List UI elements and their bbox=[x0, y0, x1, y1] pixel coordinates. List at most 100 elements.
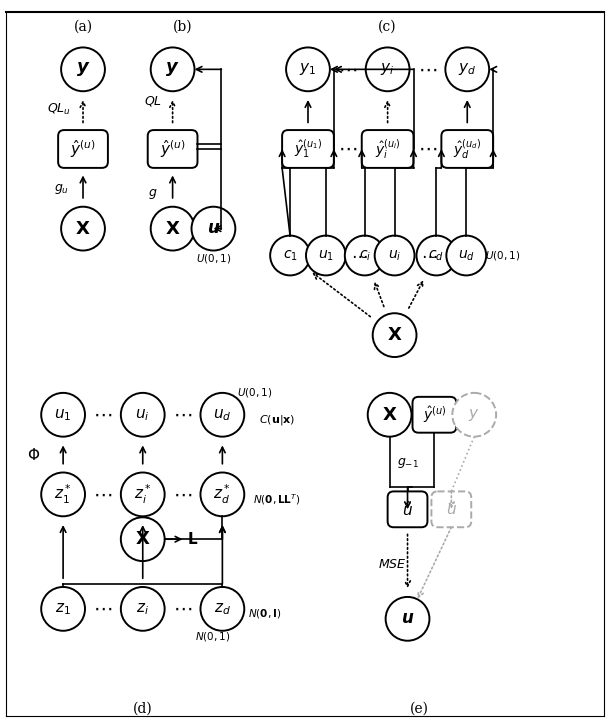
Circle shape bbox=[192, 207, 235, 250]
Text: $\mathbf{X}$: $\mathbf{X}$ bbox=[135, 530, 151, 548]
Circle shape bbox=[373, 313, 417, 357]
Circle shape bbox=[121, 518, 165, 561]
Text: $g$: $g$ bbox=[148, 187, 157, 201]
Text: $\boldsymbol{u}$: $\boldsymbol{u}$ bbox=[401, 611, 414, 627]
Text: (a): (a) bbox=[73, 20, 93, 33]
Text: $MSE$: $MSE$ bbox=[378, 558, 407, 571]
Text: $\cdots$: $\cdots$ bbox=[93, 406, 113, 424]
Text: $\mathbf{L}$: $\mathbf{L}$ bbox=[187, 531, 198, 547]
Circle shape bbox=[375, 235, 415, 275]
Text: $u_d$: $u_d$ bbox=[213, 407, 232, 423]
Text: $z_1$: $z_1$ bbox=[56, 601, 71, 616]
Text: $z_i$: $z_i$ bbox=[136, 601, 149, 616]
Text: $QL$: $QL$ bbox=[144, 94, 162, 108]
Text: $U(0,1)$: $U(0,1)$ bbox=[237, 386, 272, 399]
Text: $\boldsymbol{y}$: $\boldsymbol{y}$ bbox=[165, 60, 180, 78]
Text: $\hat{y}_1^{(u_1)}$: $\hat{y}_1^{(u_1)}$ bbox=[294, 138, 322, 160]
Text: $y_i$: $y_i$ bbox=[381, 61, 395, 78]
Text: $u_i$: $u_i$ bbox=[135, 407, 150, 423]
Text: $y$: $y$ bbox=[468, 407, 480, 423]
Text: $u_1$: $u_1$ bbox=[54, 407, 72, 423]
Text: $u_1$: $u_1$ bbox=[318, 248, 334, 263]
Circle shape bbox=[201, 587, 244, 631]
Text: $y_d$: $y_d$ bbox=[458, 61, 476, 78]
Text: $N(\mathbf{0}, \mathbf{I})$: $N(\mathbf{0}, \mathbf{I})$ bbox=[248, 608, 281, 620]
Text: $C(\mathbf{u}|\mathbf{x})$: $C(\mathbf{u}|\mathbf{x})$ bbox=[259, 413, 295, 427]
Text: (d): (d) bbox=[133, 701, 152, 715]
Circle shape bbox=[417, 235, 456, 275]
Text: $\boldsymbol{y}$: $\boldsymbol{y}$ bbox=[76, 60, 90, 78]
Circle shape bbox=[453, 393, 496, 436]
Text: $z_i^*$: $z_i^*$ bbox=[134, 483, 152, 506]
Text: $z_d$: $z_d$ bbox=[214, 601, 231, 616]
FancyBboxPatch shape bbox=[387, 492, 428, 527]
Circle shape bbox=[61, 207, 105, 250]
Circle shape bbox=[41, 587, 85, 631]
FancyBboxPatch shape bbox=[431, 492, 472, 527]
Text: $\hat{u}$: $\hat{u}$ bbox=[402, 500, 413, 519]
FancyBboxPatch shape bbox=[58, 130, 108, 168]
Text: $c_i$: $c_i$ bbox=[359, 248, 371, 263]
Text: $N(0,1)$: $N(0,1)$ bbox=[195, 630, 230, 643]
FancyBboxPatch shape bbox=[282, 130, 334, 168]
Text: $g_u$: $g_u$ bbox=[54, 182, 69, 196]
Text: $\cdots$: $\cdots$ bbox=[351, 247, 368, 264]
Text: $\hat{y}^{(u)}$: $\hat{y}^{(u)}$ bbox=[423, 404, 446, 425]
Text: $z_1^*$: $z_1^*$ bbox=[54, 483, 72, 506]
Text: $\cdots$: $\cdots$ bbox=[338, 60, 357, 78]
Text: $\hat{y}_d^{(u_d)}$: $\hat{y}_d^{(u_d)}$ bbox=[453, 137, 481, 160]
FancyBboxPatch shape bbox=[362, 130, 414, 168]
Text: $\mathbf{X}$: $\mathbf{X}$ bbox=[75, 219, 91, 237]
Text: $\hat{y}_i^{(u_i)}$: $\hat{y}_i^{(u_i)}$ bbox=[375, 137, 401, 160]
Text: $u_d$: $u_d$ bbox=[458, 248, 475, 263]
Text: $c_1$: $c_1$ bbox=[282, 248, 298, 263]
Circle shape bbox=[286, 47, 330, 91]
Text: $\cdots$: $\cdots$ bbox=[418, 140, 437, 158]
Text: $\tilde{u}$: $\tilde{u}$ bbox=[446, 501, 457, 518]
Text: $\hat{y}^{(u)}$: $\hat{y}^{(u)}$ bbox=[160, 138, 185, 160]
Circle shape bbox=[121, 473, 165, 516]
Text: $\cdots$: $\cdots$ bbox=[338, 140, 357, 158]
Text: $\cdots$: $\cdots$ bbox=[173, 600, 192, 618]
Circle shape bbox=[447, 235, 486, 275]
Text: $U(0,1)$: $U(0,1)$ bbox=[486, 249, 521, 262]
Text: $U(0,1)$: $U(0,1)$ bbox=[196, 252, 231, 265]
Circle shape bbox=[121, 393, 165, 436]
Text: $\Phi$: $\Phi$ bbox=[27, 446, 40, 462]
Circle shape bbox=[306, 235, 346, 275]
Text: $\cdots$: $\cdots$ bbox=[418, 60, 437, 78]
Circle shape bbox=[121, 587, 165, 631]
Text: $z_d^*$: $z_d^*$ bbox=[214, 483, 231, 506]
Text: (c): (c) bbox=[378, 20, 397, 33]
Circle shape bbox=[41, 473, 85, 516]
Circle shape bbox=[151, 47, 195, 91]
Text: $QL_u$: $QL_u$ bbox=[47, 102, 71, 117]
Text: $\cdots$: $\cdots$ bbox=[173, 486, 192, 503]
Text: $\hat{y}^{(u)}$: $\hat{y}^{(u)}$ bbox=[70, 138, 96, 160]
Text: $u_i$: $u_i$ bbox=[388, 248, 401, 263]
Text: $\mathbf{X}$: $\mathbf{X}$ bbox=[387, 326, 403, 344]
Circle shape bbox=[61, 47, 105, 91]
Circle shape bbox=[151, 207, 195, 250]
Circle shape bbox=[386, 597, 429, 641]
Circle shape bbox=[201, 473, 244, 516]
FancyBboxPatch shape bbox=[412, 397, 456, 433]
Circle shape bbox=[41, 393, 85, 436]
Text: (b): (b) bbox=[173, 20, 192, 33]
Text: $\mathbf{X}$: $\mathbf{X}$ bbox=[382, 406, 397, 424]
Text: $\cdots$: $\cdots$ bbox=[421, 247, 438, 264]
Circle shape bbox=[201, 393, 244, 436]
Circle shape bbox=[445, 47, 489, 91]
Circle shape bbox=[366, 47, 409, 91]
Text: $\boldsymbol{u}$: $\boldsymbol{u}$ bbox=[207, 220, 220, 237]
Circle shape bbox=[345, 235, 385, 275]
Text: $\mathbf{X}$: $\mathbf{X}$ bbox=[165, 219, 181, 237]
Text: $y_1$: $y_1$ bbox=[300, 61, 317, 78]
Circle shape bbox=[368, 393, 412, 436]
Text: (e): (e) bbox=[410, 701, 429, 715]
Text: $\cdots$: $\cdots$ bbox=[173, 406, 192, 424]
Text: $N(\mathbf{0}, \mathbf{LL}^T)$: $N(\mathbf{0}, \mathbf{LL}^T)$ bbox=[253, 492, 301, 507]
Circle shape bbox=[270, 235, 310, 275]
Text: $\cdots$: $\cdots$ bbox=[93, 600, 113, 618]
Text: $g_{-1}$: $g_{-1}$ bbox=[396, 455, 418, 470]
